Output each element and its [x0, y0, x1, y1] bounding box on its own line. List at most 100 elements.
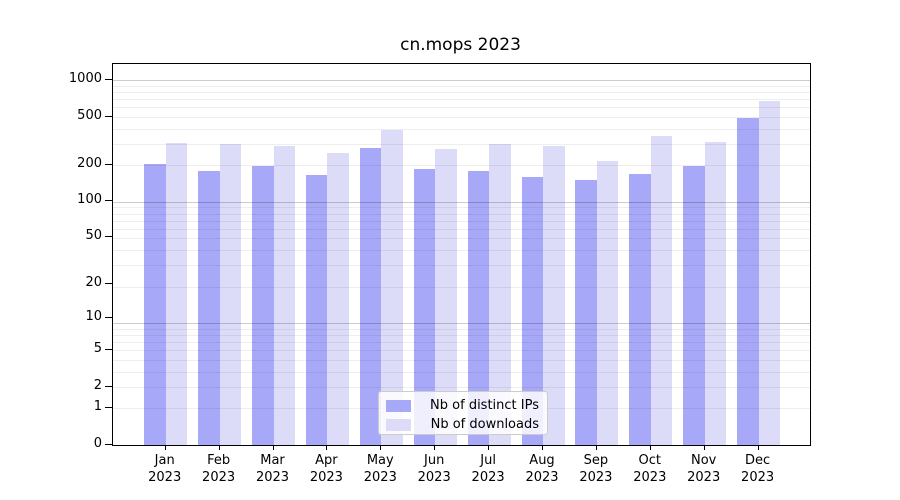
gridline-minor: [113, 128, 810, 130]
gridline-minor: [113, 85, 810, 87]
bar-downloads-may: [381, 130, 403, 445]
bar-distinct-ips-feb: [198, 170, 220, 445]
y-tick-label: 200: [77, 156, 102, 171]
gridline-minor: [113, 286, 810, 288]
y-tick-label: 0: [93, 436, 102, 451]
gridline-minor: [113, 228, 810, 230]
y-tick-label: 50: [85, 228, 102, 244]
plot-area: [112, 63, 811, 446]
bar-distinct-ips-mar: [252, 166, 274, 445]
y-tick-mark: [105, 164, 112, 165]
bar-distinct-ips-may: [359, 148, 382, 445]
gridline-minor: [113, 107, 810, 109]
y-tick-label: 100: [77, 192, 102, 208]
y-tick-mark: [105, 115, 112, 117]
x-tick-mark: [757, 445, 759, 450]
gridline-minor: [113, 92, 810, 94]
x-tick-label: Oct 2023: [633, 453, 667, 485]
gridline-minor: [113, 360, 810, 361]
bar-distinct-ips-jul: [467, 170, 490, 445]
x-tick-mark: [326, 445, 328, 450]
bar-distinct-ips-oct: [629, 174, 651, 445]
y-tick-label: 10: [85, 309, 102, 325]
x-tick-mark: [164, 445, 166, 450]
gridline-major: [113, 323, 810, 325]
y-tick-mark: [105, 236, 112, 238]
x-tick-label: Jun 2023: [417, 453, 451, 485]
x-tick-mark: [649, 445, 651, 450]
x-tick-mark: [703, 445, 705, 450]
x-tick-label: Apr 2023: [309, 453, 343, 485]
legend-swatch-downloads: [386, 418, 411, 431]
x-tick-mark: [542, 445, 543, 450]
legend-label-distinct-ips: Nb of distinct IPs: [430, 397, 539, 413]
gridline-minor: [113, 329, 810, 330]
gridline-minor: [113, 213, 810, 215]
x-tick-label: Sep 2023: [579, 453, 613, 485]
gridline-minor: [113, 387, 810, 388]
x-tick-label: Feb 2023: [202, 453, 236, 485]
gridline-minor: [113, 143, 810, 145]
x-tick-label: Aug 2023: [525, 453, 559, 485]
y-tick-mark: [105, 349, 112, 351]
x-tick-label: Dec 2023: [741, 453, 775, 485]
legend-entry-downloads: Nb of downloads: [386, 415, 547, 434]
x-tick-mark: [595, 445, 597, 450]
chart-title: cn.mops 2023: [400, 35, 521, 55]
y-tick-mark: [105, 200, 112, 202]
bar-downloads-dec: [758, 100, 781, 445]
bar-distinct-ips-nov: [683, 166, 705, 445]
gridline-minor: [113, 220, 810, 222]
x-tick-label: Jul 2023: [471, 453, 505, 485]
bar-distinct-ips-dec: [737, 117, 759, 445]
y-tick-label: 2: [93, 378, 102, 393]
bar-distinct-ips-apr: [305, 174, 328, 445]
gridline-minor: [113, 250, 810, 252]
x-tick-mark: [380, 445, 382, 450]
x-tick-label: Mar 2023: [255, 453, 290, 485]
x-tick-mark: [434, 445, 436, 450]
x-tick-label: Nov 2023: [687, 453, 721, 485]
gridline-minor: [113, 99, 810, 101]
gridline-minor: [113, 238, 810, 240]
gridline-minor: [113, 350, 810, 352]
y-tick-label: 20: [85, 275, 102, 291]
bar-downloads-feb: [219, 143, 242, 445]
legend-entry-distinct-ips: Nb of distinct IPs: [386, 396, 547, 415]
y-tick-mark: [105, 317, 112, 319]
bar-downloads-sep: [596, 160, 619, 445]
gridline-minor: [113, 207, 810, 209]
bar-downloads-oct: [650, 135, 673, 445]
x-tick-mark: [488, 445, 490, 450]
gridline-minor: [113, 116, 810, 118]
bar-downloads-jul: [489, 143, 511, 445]
bar-distinct-ips-sep: [575, 180, 597, 445]
y-tick-mark: [105, 444, 112, 445]
y-tick-mark: [105, 386, 112, 387]
legend: Nb of distinct IPs Nb of downloads: [378, 391, 548, 435]
bar-distinct-ips-jun: [413, 168, 436, 445]
x-tick-label: May 2023: [363, 453, 397, 485]
gridline-minor: [113, 371, 810, 373]
bar-downloads-jan: [165, 142, 188, 445]
y-tick-label: 1: [93, 399, 102, 415]
bar-downloads-aug: [543, 145, 565, 445]
gridline-major: [113, 80, 810, 82]
x-tick-label: Jan 2023: [148, 453, 182, 485]
gridline-major: [113, 201, 810, 203]
legend-swatch-distinct-ips: [386, 399, 411, 412]
bar-downloads-mar: [273, 146, 295, 445]
legend-label-downloads: Nb of downloads: [430, 416, 539, 432]
y-tick-mark: [105, 283, 112, 285]
y-tick-label: 500: [77, 107, 102, 123]
bar-downloads-apr: [327, 152, 349, 445]
bar-distinct-ips-aug: [521, 177, 543, 445]
y-tick-label: 5: [93, 341, 102, 357]
x-tick-mark: [272, 445, 274, 450]
x-tick-mark: [218, 445, 220, 450]
bar-distinct-ips-jan: [144, 163, 166, 445]
gridline-minor: [113, 335, 810, 337]
bar-downloads-nov: [704, 141, 727, 445]
y-tick-mark: [105, 79, 112, 81]
gridline-minor: [113, 265, 810, 267]
